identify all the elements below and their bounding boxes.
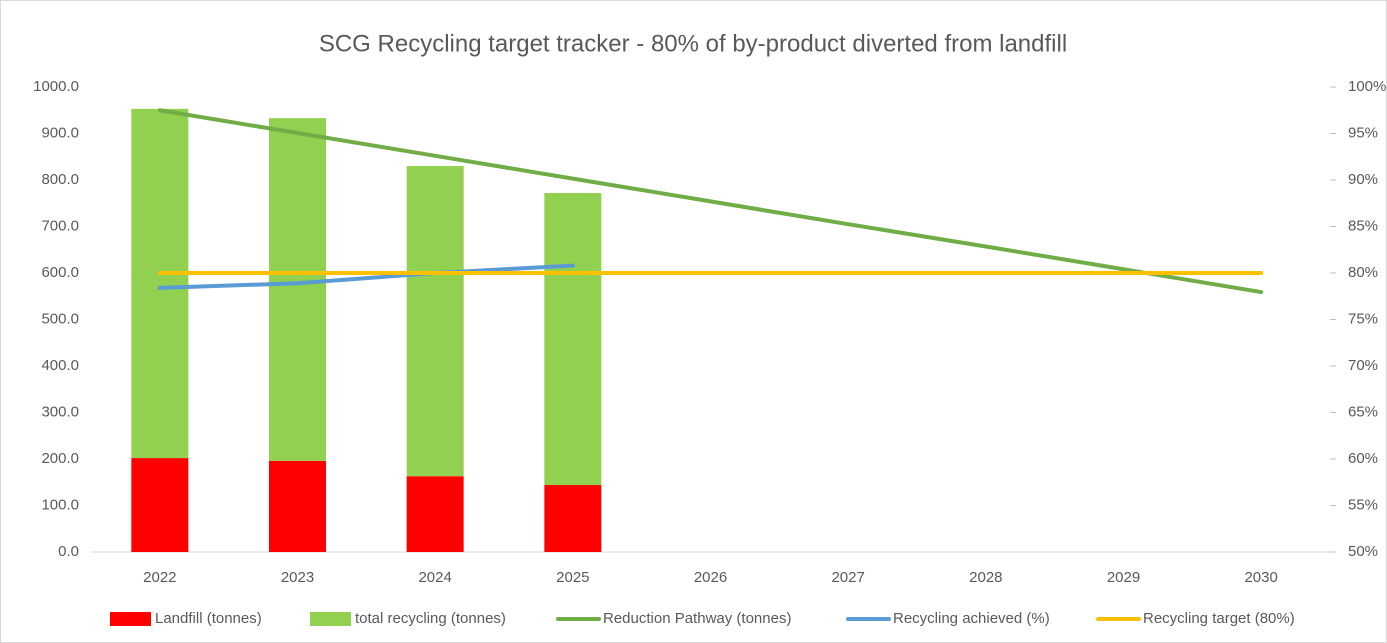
y2-tick-label: 55%: [1348, 496, 1378, 513]
x-tick-label: 2027: [831, 569, 864, 586]
x-tick-label: 2023: [281, 569, 314, 586]
y2-tick-label: 100%: [1348, 78, 1386, 95]
legend-label: Recycling achieved (%): [893, 610, 1050, 627]
y2-tick-label: 90%: [1348, 171, 1378, 188]
y-tick-label: 0.0: [58, 543, 79, 560]
y-tick-label: 1000.0: [33, 78, 79, 95]
y-tick-label: 900.0: [41, 124, 79, 141]
y-tick-label: 100.0: [41, 496, 79, 513]
x-tick-label: 2028: [969, 569, 1002, 586]
y2-tick-label: 65%: [1348, 403, 1378, 420]
x-tick-label: 2025: [556, 569, 589, 586]
legend-label: Landfill (tonnes): [155, 610, 262, 627]
x-tick-label: 2026: [694, 569, 727, 586]
x-tick-label: 2022: [143, 569, 176, 586]
y2-tick-label: 85%: [1348, 217, 1378, 234]
legend-label: total recycling (tonnes): [355, 610, 506, 627]
y-tick-label: 200.0: [41, 450, 79, 467]
legend-label: Recycling target (80%): [1143, 610, 1295, 627]
legend-label: Reduction Pathway (tonnes): [603, 610, 791, 627]
x-tick-label: 2029: [1107, 569, 1140, 586]
bar: [131, 458, 189, 552]
bar: [544, 193, 602, 486]
line: [157, 108, 1264, 295]
y2-tick-label: 95%: [1348, 124, 1378, 141]
y-tick-label: 600.0: [41, 264, 79, 281]
bar: [406, 476, 464, 552]
bar: [544, 485, 602, 552]
y-tick-label: 500.0: [41, 310, 79, 327]
bar: [131, 108, 189, 459]
y-tick-label: 400.0: [41, 357, 79, 374]
y2-tick-label: 75%: [1348, 310, 1378, 327]
legend-swatch: [310, 612, 351, 626]
bar: [269, 460, 326, 552]
y-tick-label: 800.0: [41, 171, 79, 188]
legend-swatch: [110, 612, 151, 626]
y2-tick-label: 50%: [1348, 543, 1378, 560]
y2-tick-label: 60%: [1348, 450, 1378, 467]
bar: [406, 166, 464, 477]
line: [157, 263, 575, 290]
x-tick-label: 2030: [1244, 569, 1277, 586]
y2-tick-label: 70%: [1348, 357, 1378, 374]
y-tick-label: 700.0: [41, 217, 79, 234]
y2-tick-label: 80%: [1348, 264, 1378, 281]
x-tick-label: 2024: [418, 569, 451, 586]
bar: [269, 118, 326, 461]
chart-title: SCG Recycling target tracker - 80% of by…: [319, 30, 1067, 57]
y-tick-label: 300.0: [41, 403, 79, 420]
